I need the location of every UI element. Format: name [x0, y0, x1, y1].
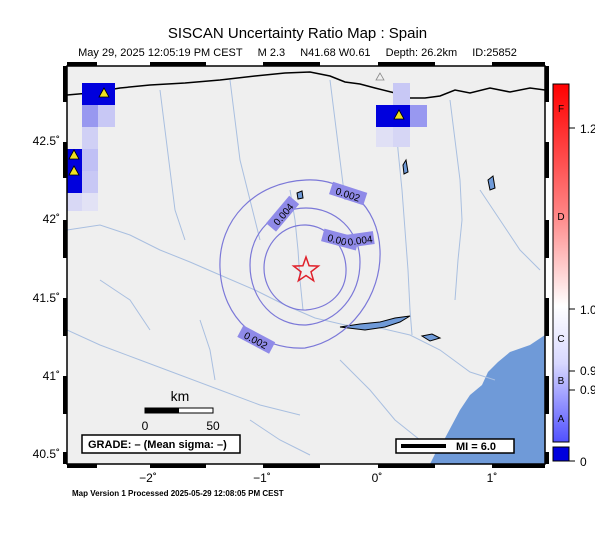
- uncertainty-cells: [67, 83, 427, 211]
- scale-unit: km: [171, 388, 190, 404]
- event-id: ID:25852: [472, 47, 517, 59]
- star-icon: [291, 254, 321, 283]
- triangle-icon: [68, 149, 80, 160]
- colorbar-value: 0.9: [580, 364, 595, 378]
- grade-text: GRADE: – (Mean sigma: –): [88, 439, 227, 451]
- triangle-icon: [68, 165, 80, 176]
- stations: [68, 72, 405, 176]
- processing-footer: Map Version 1 Processed 2025-05-29 12:08…: [72, 489, 284, 498]
- contour-label: 0.004: [347, 234, 374, 248]
- grade-letter: D: [557, 212, 564, 223]
- x-axis-ticks: −2˚ −1˚ 0˚ 1˚: [139, 471, 497, 485]
- grade-letter: A: [558, 414, 565, 425]
- event-depth: Depth: 26.2km: [385, 47, 458, 59]
- scale-end: 50: [206, 419, 220, 433]
- y-axis-ticks: 42.5˚ 42˚ 41.5˚ 41˚ 40.5˚: [33, 134, 60, 461]
- grade-letter: F: [558, 104, 564, 115]
- contour-006: [263, 224, 347, 311]
- triangle-icon: [375, 72, 385, 81]
- mi-legend: MI = 6.0: [395, 438, 515, 454]
- grade-letter: C: [557, 334, 564, 345]
- y-tick-label: 41˚: [43, 369, 60, 383]
- event-location: N41.68 W0.61: [300, 47, 371, 59]
- event-magnitude: M 2.3: [257, 47, 286, 59]
- x-tick-label: 0˚: [372, 471, 383, 485]
- scale-bar: km 0 50: [142, 388, 220, 433]
- x-tick-label: 1˚: [487, 471, 498, 485]
- map-title: SISCAN Uncertainty Ratio Map : Spain: [167, 25, 428, 42]
- sea: [430, 335, 545, 464]
- map-area: 0.002 0.004 0.006 0.004 0.002: [67, 66, 545, 464]
- y-tick-label: 41.5˚: [33, 291, 60, 305]
- y-tick-label: 40.5˚: [33, 447, 60, 461]
- x-tick-label: −1˚: [253, 471, 271, 485]
- border-line: [67, 71, 545, 99]
- x-tick-label: −2˚: [139, 471, 157, 485]
- map-subtitle: May 29, 2025 12:05:19 PM CEST M 2.3 N41.…: [0, 47, 595, 59]
- triangle-icon: [98, 87, 110, 98]
- mi-label: MI = 6.0: [456, 441, 496, 453]
- frame-ticks: [63, 62, 549, 468]
- colorbar-value: 1.2: [580, 122, 595, 136]
- contour-002: [219, 179, 381, 349]
- triangle-icon: [393, 109, 405, 120]
- grade-box: GRADE: – (Mean sigma: –): [81, 434, 241, 454]
- colorbar-value: 0.9: [580, 383, 595, 397]
- grade-letter: B: [558, 376, 565, 387]
- event-date: May 29, 2025 12:05:19 PM CEST: [78, 47, 243, 59]
- reservoirs: [296, 158, 496, 342]
- y-tick-label: 42˚: [43, 212, 60, 226]
- colorbar-value: 0: [580, 455, 587, 469]
- scale-start: 0: [142, 419, 149, 433]
- land: [67, 66, 545, 464]
- y-tick-label: 42.5˚: [33, 134, 60, 148]
- colorbar: F D C B A 1.2 1.0 0.9 0.9 0: [552, 83, 595, 469]
- colorbar-value: 1.0: [580, 303, 595, 317]
